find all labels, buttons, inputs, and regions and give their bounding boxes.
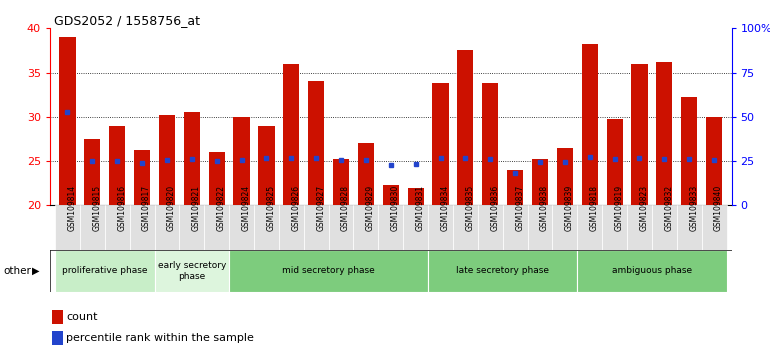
Text: GSM109814: GSM109814 bbox=[68, 184, 76, 230]
Bar bbox=[578, 205, 602, 250]
Bar bbox=[259, 126, 275, 205]
Bar bbox=[209, 152, 225, 205]
Bar bbox=[681, 97, 698, 205]
Bar bbox=[581, 44, 598, 205]
Bar bbox=[652, 205, 677, 250]
Bar bbox=[59, 37, 75, 205]
Text: ambiguous phase: ambiguous phase bbox=[612, 266, 692, 275]
Text: GSM109831: GSM109831 bbox=[416, 184, 424, 230]
Bar bbox=[482, 83, 498, 205]
Text: GSM109820: GSM109820 bbox=[167, 184, 176, 230]
Text: GSM109834: GSM109834 bbox=[440, 184, 450, 231]
Bar bbox=[478, 205, 503, 250]
Text: late secretory phase: late secretory phase bbox=[456, 266, 549, 275]
Text: percentile rank within the sample: percentile rank within the sample bbox=[66, 333, 254, 343]
Bar bbox=[159, 115, 175, 205]
Bar bbox=[109, 126, 126, 205]
Text: GSM109839: GSM109839 bbox=[565, 184, 574, 231]
Bar bbox=[503, 205, 527, 250]
Text: GSM109837: GSM109837 bbox=[515, 184, 524, 231]
Bar bbox=[283, 64, 300, 205]
Bar bbox=[532, 159, 548, 205]
Bar bbox=[353, 205, 378, 250]
Bar bbox=[428, 250, 578, 292]
Text: GSM109817: GSM109817 bbox=[142, 184, 151, 230]
Text: GSM109835: GSM109835 bbox=[465, 184, 474, 231]
Text: proliferative phase: proliferative phase bbox=[62, 266, 148, 275]
Bar bbox=[378, 205, 403, 250]
Text: count: count bbox=[66, 312, 98, 322]
Text: other: other bbox=[4, 266, 32, 276]
Bar bbox=[428, 205, 453, 250]
Bar bbox=[403, 205, 428, 250]
Bar bbox=[578, 250, 727, 292]
Text: GSM109833: GSM109833 bbox=[689, 184, 698, 231]
Bar bbox=[677, 205, 701, 250]
Text: GSM109832: GSM109832 bbox=[665, 184, 673, 230]
Text: GSM109824: GSM109824 bbox=[242, 184, 250, 230]
Text: GSM109823: GSM109823 bbox=[639, 184, 648, 230]
Text: GSM109816: GSM109816 bbox=[117, 184, 126, 230]
Bar bbox=[557, 148, 573, 205]
Bar bbox=[303, 205, 329, 250]
Text: GSM109828: GSM109828 bbox=[341, 184, 350, 230]
Bar bbox=[279, 205, 303, 250]
Text: GDS2052 / 1558756_at: GDS2052 / 1558756_at bbox=[54, 14, 200, 27]
Bar bbox=[631, 64, 648, 205]
Bar bbox=[552, 205, 578, 250]
Bar bbox=[656, 62, 672, 205]
Bar bbox=[52, 331, 62, 345]
Bar bbox=[129, 205, 155, 250]
Bar bbox=[453, 205, 478, 250]
Text: GSM109840: GSM109840 bbox=[714, 184, 723, 231]
Bar bbox=[229, 250, 428, 292]
Text: GSM109826: GSM109826 bbox=[291, 184, 300, 230]
Bar bbox=[55, 205, 80, 250]
Text: GSM109818: GSM109818 bbox=[590, 184, 599, 230]
Bar bbox=[80, 205, 105, 250]
Bar bbox=[84, 139, 100, 205]
Bar bbox=[155, 250, 229, 292]
Bar bbox=[308, 81, 324, 205]
Bar bbox=[204, 205, 229, 250]
Text: GSM109838: GSM109838 bbox=[540, 184, 549, 230]
Text: GSM109836: GSM109836 bbox=[490, 184, 499, 231]
Bar bbox=[55, 250, 155, 292]
Text: GSM109829: GSM109829 bbox=[366, 184, 375, 230]
Text: GSM109819: GSM109819 bbox=[614, 184, 624, 230]
Bar bbox=[507, 170, 523, 205]
Bar bbox=[457, 51, 474, 205]
Bar bbox=[407, 188, 424, 205]
Bar bbox=[627, 205, 652, 250]
Bar bbox=[527, 205, 552, 250]
Bar bbox=[233, 117, 249, 205]
Text: mid secretory phase: mid secretory phase bbox=[283, 266, 375, 275]
Text: early secretory
phase: early secretory phase bbox=[158, 261, 226, 280]
Bar bbox=[254, 205, 279, 250]
Bar bbox=[184, 113, 200, 205]
Bar bbox=[155, 205, 179, 250]
Bar bbox=[179, 205, 204, 250]
Bar bbox=[602, 205, 627, 250]
Bar bbox=[134, 149, 150, 205]
Bar bbox=[701, 205, 727, 250]
Bar bbox=[358, 143, 374, 205]
Text: GSM109821: GSM109821 bbox=[192, 184, 201, 230]
Bar bbox=[383, 185, 399, 205]
Bar bbox=[333, 159, 349, 205]
Bar bbox=[52, 310, 62, 324]
Bar bbox=[706, 117, 722, 205]
Text: GSM109827: GSM109827 bbox=[316, 184, 325, 230]
Bar bbox=[329, 205, 353, 250]
Text: GSM109822: GSM109822 bbox=[216, 184, 226, 230]
Bar bbox=[105, 205, 129, 250]
Text: ▶: ▶ bbox=[32, 266, 40, 276]
Text: GSM109830: GSM109830 bbox=[391, 184, 400, 231]
Bar bbox=[607, 119, 623, 205]
Bar bbox=[433, 83, 449, 205]
Text: GSM109825: GSM109825 bbox=[266, 184, 276, 230]
Bar bbox=[229, 205, 254, 250]
Text: GSM109815: GSM109815 bbox=[92, 184, 102, 230]
